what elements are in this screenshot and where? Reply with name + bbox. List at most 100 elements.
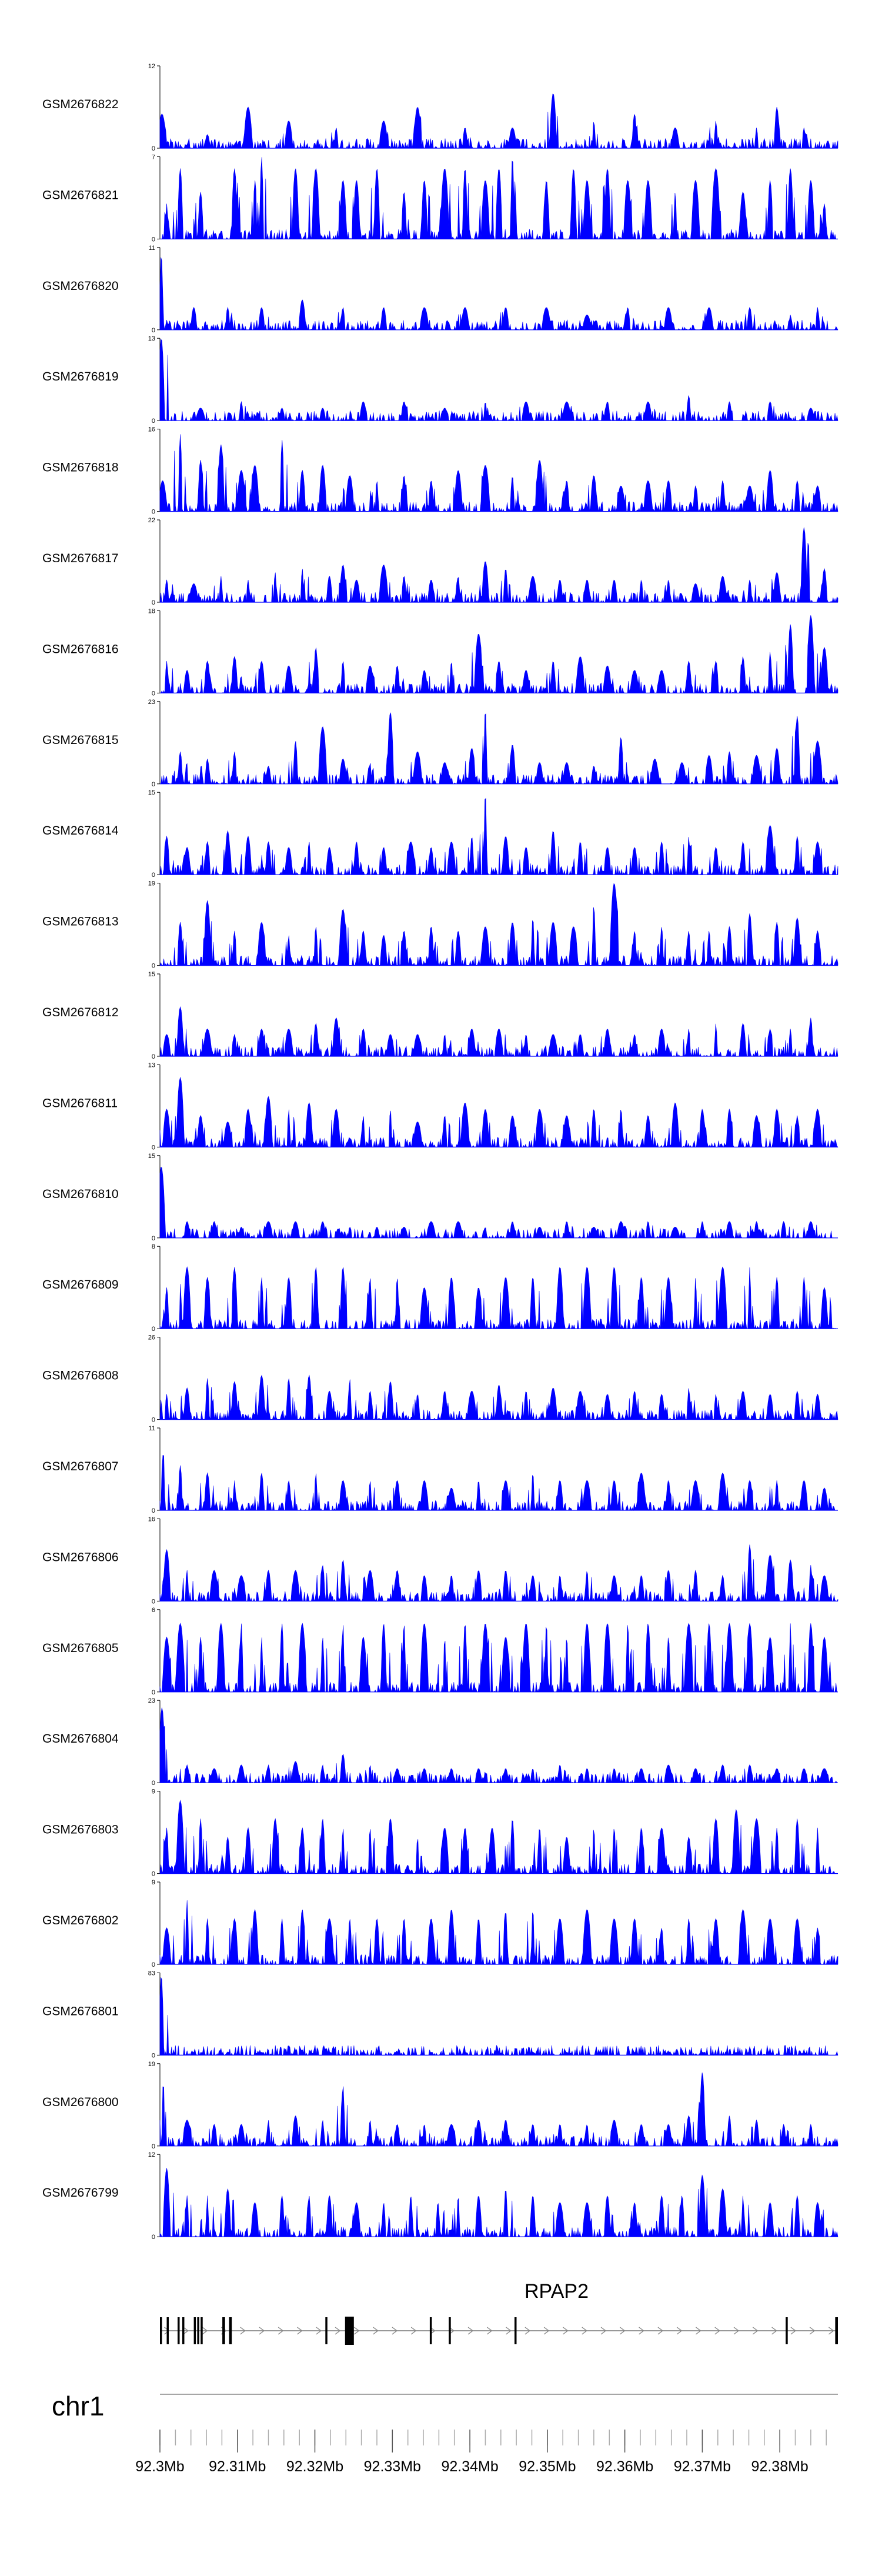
y-min-label: 0 — [152, 1780, 155, 1787]
coverage-area — [159, 1266, 838, 1330]
strand-arrow — [524, 2327, 531, 2335]
track-label: GSM2676809 — [42, 1278, 119, 1292]
track-GSM2676799: GSM2676799 12 0 — [42, 2151, 838, 2241]
coverage-area — [159, 883, 838, 966]
strand-arrow — [714, 2327, 720, 2335]
strand-arrow — [582, 2327, 587, 2335]
strand-arrow — [696, 2327, 701, 2335]
strand-arrow — [353, 2327, 360, 2335]
strand-arrow — [771, 2327, 777, 2335]
exon — [449, 2317, 451, 2344]
track-label: GSM2676803 — [42, 1823, 119, 1837]
exon — [201, 2317, 203, 2344]
track-GSM2676810: GSM2676810 15 0 — [42, 1153, 838, 1242]
y-min-label: 0 — [152, 1598, 155, 1605]
gene-annotation-track: RPAP2 — [160, 2280, 838, 2345]
y-min-label: 0 — [152, 1961, 155, 1968]
strand-arrow — [676, 2327, 683, 2335]
coverage-area — [160, 712, 838, 785]
track-GSM2676807: GSM2676807 11 0 — [42, 1425, 838, 1514]
strand-arrow — [392, 2327, 398, 2335]
y-min-label: 0 — [152, 1871, 155, 1878]
track-GSM2676811: GSM2676811 13 0 — [42, 1062, 838, 1151]
track-GSM2676813: GSM2676813 19 0 — [42, 880, 838, 970]
y-min-label: 0 — [152, 2234, 155, 2241]
exon — [193, 2317, 196, 2344]
track-label: GSM2676804 — [42, 1732, 119, 1746]
coverage-area — [159, 2168, 838, 2238]
track-label: GSM2676820 — [42, 279, 119, 293]
strand-arrow — [278, 2327, 284, 2335]
y-max-label: 15 — [148, 971, 155, 978]
x-tick-label: 92.38Mb — [751, 2458, 808, 2475]
y-max-label: 9 — [152, 1879, 155, 1886]
coverage-area — [159, 1374, 838, 1420]
x-tick-label: 92.34Mb — [441, 2458, 498, 2475]
coverage-area — [159, 1006, 838, 1057]
track-label: GSM2676812 — [42, 1006, 119, 1019]
y-max-label: 12 — [148, 2151, 155, 2158]
coverage-area — [159, 339, 838, 422]
exon — [182, 2317, 185, 2344]
strand-arrow — [563, 2327, 569, 2335]
coverage-area — [159, 1544, 838, 1602]
y-max-label: 19 — [148, 2061, 155, 2068]
track-GSM2676809: GSM2676809 8 0 — [42, 1243, 838, 1333]
track-GSM2676802: GSM2676802 9 0 — [42, 1879, 838, 1968]
track-label: GSM2676808 — [42, 1369, 119, 1383]
track-label: GSM2676822 — [42, 98, 119, 111]
strand-arrow — [373, 2327, 379, 2335]
gene-name-label: RPAP2 — [524, 2280, 589, 2303]
y-max-label: 6 — [152, 1607, 155, 1614]
strand-arrow — [486, 2327, 493, 2335]
strand-arrow — [467, 2327, 474, 2335]
coverage-area — [159, 257, 838, 331]
coverage-tracks: GSM2676822120GSM267682170GSM2676820110GS… — [42, 63, 838, 2241]
strand-arrow — [600, 2327, 607, 2335]
track-GSM2676806: GSM2676806 16 0 — [42, 1516, 838, 1605]
y-max-label: 16 — [148, 1516, 155, 1523]
strand-arrow — [297, 2327, 303, 2335]
strand-arrow — [752, 2327, 759, 2335]
y-min-label: 0 — [152, 327, 155, 334]
track-label: GSM2676818 — [42, 461, 119, 475]
y-min-label: 0 — [152, 690, 155, 697]
strand-arrow — [164, 2327, 170, 2335]
x-tick-label: 92.36Mb — [596, 2458, 653, 2475]
y-min-label: 0 — [152, 1507, 155, 1514]
strand-arrow — [259, 2327, 265, 2335]
y-max-label: 12 — [148, 63, 155, 70]
coverage-area — [160, 615, 838, 694]
track-GSM2676800: GSM2676800 19 0 — [42, 2061, 838, 2150]
x-tick-label: 92.33Mb — [364, 2458, 421, 2475]
coverage-area — [159, 94, 838, 149]
exon — [325, 2317, 328, 2344]
y-min-label: 0 — [152, 509, 155, 516]
track-label: GSM2676799 — [42, 2186, 119, 2200]
track-GSM2676814: GSM2676814 15 0 — [42, 789, 838, 879]
exon — [835, 2317, 838, 2344]
track-label: GSM2676813 — [42, 915, 119, 929]
track-GSM2676817: GSM2676817 22 0 — [42, 517, 838, 606]
exon — [222, 2317, 225, 2344]
x-tick-label: 92.37Mb — [674, 2458, 731, 2475]
y-max-label: 23 — [148, 699, 155, 706]
strand-arrow — [619, 2327, 626, 2335]
track-label: GSM2676801 — [42, 2004, 119, 2018]
genome-axis: chr1 92.3Mb 92.31Mb 92.32Mb 92.33Mb 92.34Mb 9… — [52, 2391, 838, 2475]
exon — [229, 2317, 232, 2344]
coverage-area — [159, 434, 838, 512]
y-max-label: 26 — [148, 1334, 155, 1342]
strand-arrow — [639, 2327, 644, 2335]
exon — [178, 2317, 180, 2344]
coverage-area — [159, 1800, 838, 1874]
y-max-label: 83 — [148, 1970, 155, 1977]
coverage-area — [159, 1977, 838, 2056]
y-max-label: 15 — [148, 1153, 155, 1160]
strand-arrow — [733, 2327, 740, 2335]
track-label: GSM2676821 — [42, 188, 119, 202]
y-min-label: 0 — [152, 1053, 155, 1060]
track-label: GSM2676819 — [42, 370, 119, 383]
y-min-label: 0 — [152, 418, 155, 425]
